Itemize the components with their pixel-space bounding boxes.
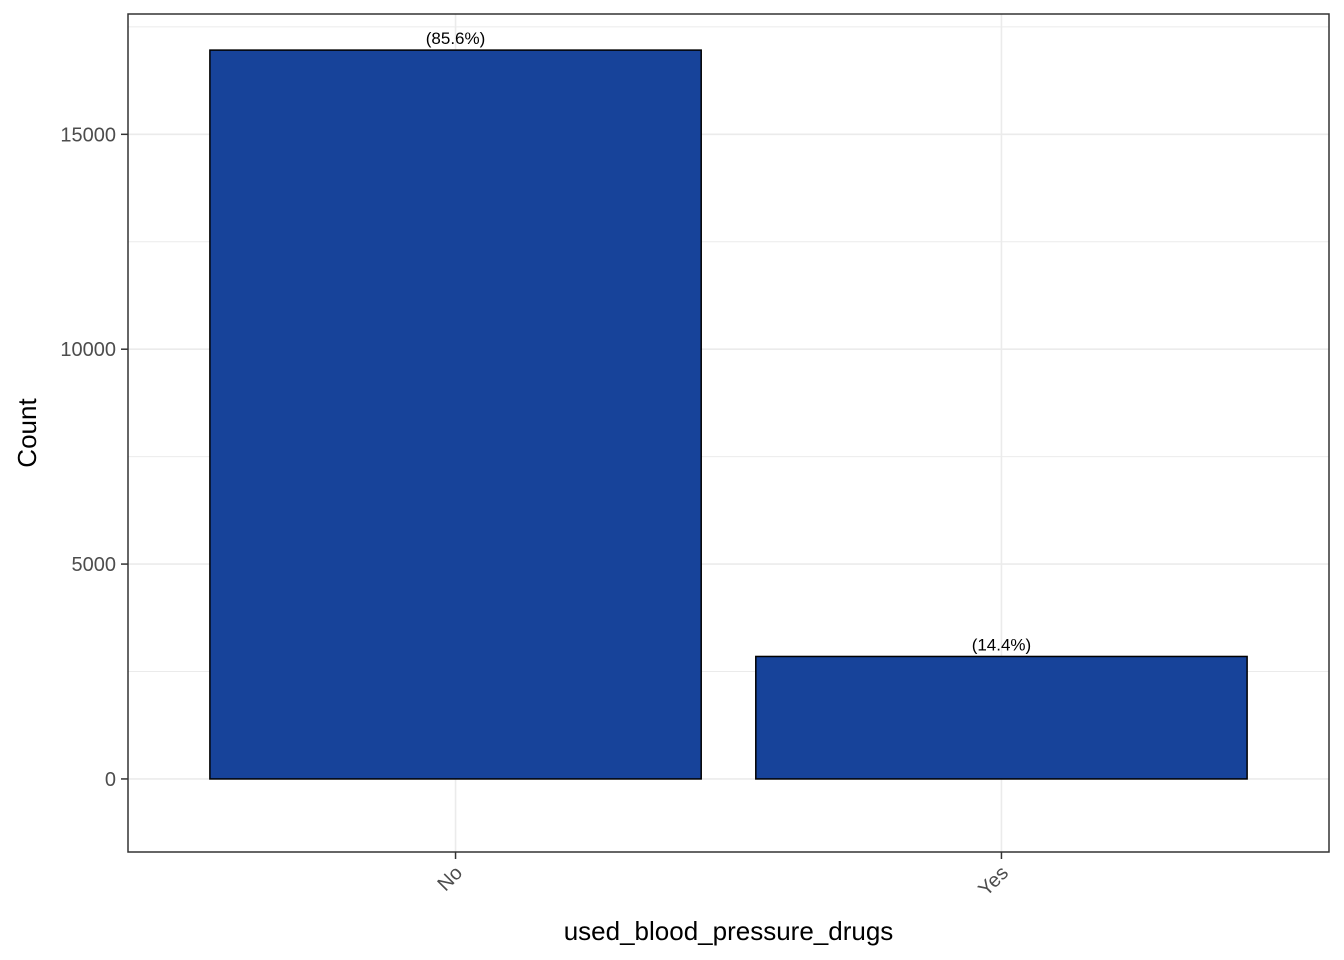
x-axis-ticks: No Yes	[433, 852, 1013, 901]
y-tick-label: 0	[105, 769, 116, 791]
bar-no	[210, 50, 701, 779]
x-tick-label-yes: Yes	[974, 862, 1013, 901]
y-axis-title: Count	[12, 398, 42, 468]
y-tick-label: 15000	[60, 124, 116, 146]
y-tick-label: 10000	[60, 339, 116, 361]
data-label-no: (85.6%)	[426, 29, 486, 48]
y-tick-label: 5000	[72, 554, 117, 576]
bar-yes	[756, 656, 1247, 778]
y-axis-ticks: 0 5000 10000 15000	[60, 124, 128, 791]
bars	[210, 50, 1247, 779]
x-axis-title: used_blood_pressure_drugs	[564, 916, 894, 946]
x-tick-label-no: No	[433, 862, 467, 896]
data-label-yes: (14.4%)	[972, 635, 1032, 654]
